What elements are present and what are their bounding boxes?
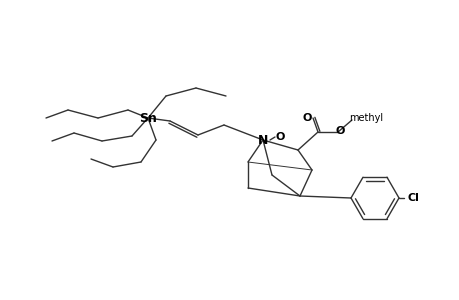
Text: methyl: methyl [348, 113, 382, 123]
Text: Sn: Sn [139, 112, 157, 124]
Text: N: N [257, 134, 268, 146]
Text: Cl: Cl [406, 193, 418, 203]
Text: O: O [275, 132, 284, 142]
Text: O: O [302, 113, 311, 123]
Text: O: O [335, 126, 344, 136]
